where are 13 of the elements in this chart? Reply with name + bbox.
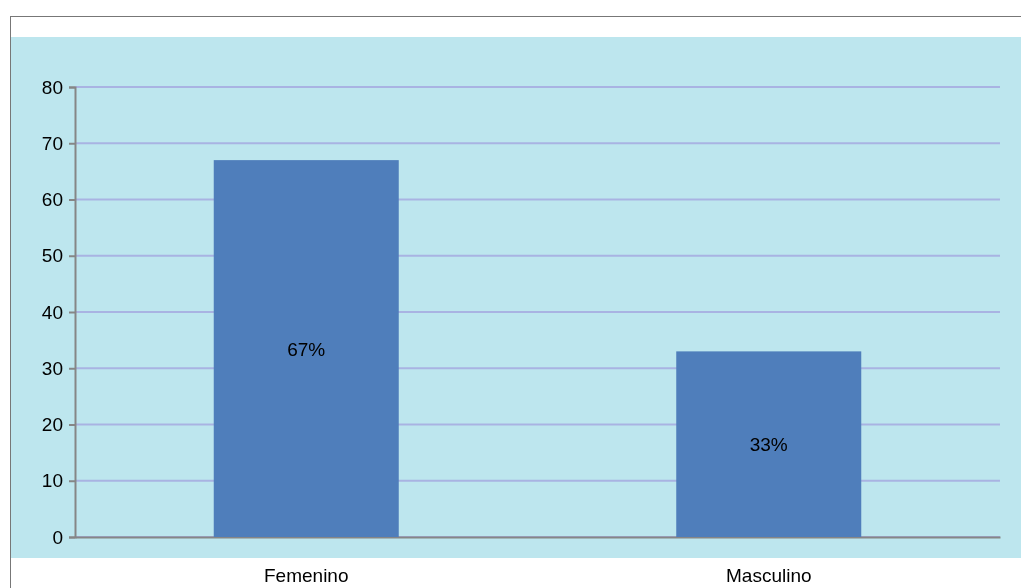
data-label: 33% — [749, 434, 788, 456]
y-tick-label: 50 — [41, 245, 63, 267]
y-tick-label: 80 — [41, 76, 63, 98]
data-label: 67% — [287, 338, 326, 360]
y-tick-label: 0 — [52, 526, 63, 548]
y-tick-label: 30 — [41, 357, 63, 379]
y-tick-label: 70 — [41, 132, 63, 154]
y-tick-label: 60 — [41, 189, 63, 211]
y-tick-label: 40 — [41, 301, 63, 323]
y-tick-label: 20 — [41, 414, 63, 436]
x-tick-label: Femenino — [264, 565, 349, 587]
x-tick-label: Masculino — [725, 565, 812, 587]
y-tick-label: 10 — [41, 470, 63, 492]
